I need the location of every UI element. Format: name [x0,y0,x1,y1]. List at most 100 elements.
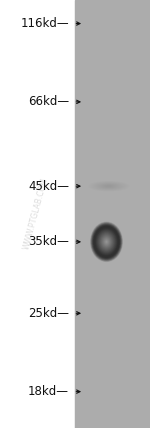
Ellipse shape [100,233,113,250]
Ellipse shape [104,185,114,187]
Ellipse shape [102,237,111,247]
Ellipse shape [106,241,107,243]
Bar [75,0,150,428]
Text: 18kd—: 18kd— [28,385,69,398]
Ellipse shape [101,235,112,248]
Ellipse shape [102,184,116,188]
Ellipse shape [97,229,116,254]
Ellipse shape [104,238,109,245]
Ellipse shape [90,222,123,262]
Ellipse shape [93,225,120,259]
Ellipse shape [101,235,112,248]
Ellipse shape [98,232,115,252]
Ellipse shape [104,238,109,245]
Ellipse shape [95,227,118,256]
Ellipse shape [99,233,114,250]
Ellipse shape [96,229,117,255]
Ellipse shape [98,184,119,189]
Ellipse shape [105,240,108,244]
Ellipse shape [99,232,114,252]
Ellipse shape [93,225,120,259]
Ellipse shape [108,186,110,187]
Ellipse shape [104,239,109,244]
Ellipse shape [103,238,110,246]
Ellipse shape [99,233,114,251]
Ellipse shape [91,222,122,262]
Ellipse shape [104,239,109,245]
Ellipse shape [102,236,111,248]
Ellipse shape [92,224,121,260]
Ellipse shape [97,183,120,189]
Ellipse shape [102,237,111,247]
Text: WWW.PTGLAB.COM: WWW.PTGLAB.COM [22,177,50,251]
Ellipse shape [92,225,121,259]
Ellipse shape [103,238,110,246]
Ellipse shape [95,228,118,256]
Ellipse shape [101,235,112,249]
Ellipse shape [103,237,110,247]
Ellipse shape [106,241,107,242]
Ellipse shape [95,228,118,256]
Ellipse shape [105,185,113,187]
Ellipse shape [93,226,120,258]
Text: 35kd—: 35kd— [28,235,69,248]
Ellipse shape [103,184,115,188]
Ellipse shape [94,227,118,256]
Ellipse shape [98,232,115,252]
Ellipse shape [94,226,119,257]
Ellipse shape [93,226,120,258]
Ellipse shape [94,227,119,257]
Ellipse shape [104,239,109,245]
Ellipse shape [107,186,111,187]
Ellipse shape [94,226,119,257]
Ellipse shape [102,236,111,247]
Ellipse shape [100,234,113,250]
Ellipse shape [96,229,117,255]
Ellipse shape [92,224,121,259]
Ellipse shape [98,231,115,253]
Ellipse shape [92,223,121,260]
Ellipse shape [106,241,107,243]
Ellipse shape [95,228,118,256]
Ellipse shape [100,234,113,250]
Ellipse shape [105,240,108,244]
Ellipse shape [96,229,117,255]
Ellipse shape [92,224,121,260]
Ellipse shape [97,230,116,253]
Text: 66kd—: 66kd— [28,95,69,108]
Bar [0,0,75,428]
Ellipse shape [97,230,116,254]
Ellipse shape [105,241,108,243]
Ellipse shape [103,238,110,246]
Ellipse shape [105,240,108,244]
Ellipse shape [100,184,117,188]
Ellipse shape [97,230,116,253]
Ellipse shape [96,229,117,255]
Ellipse shape [100,235,112,249]
Text: 25kd—: 25kd— [28,307,69,320]
Ellipse shape [94,226,119,258]
Ellipse shape [106,185,112,187]
Ellipse shape [101,235,112,249]
Ellipse shape [93,225,120,259]
Ellipse shape [96,229,117,254]
Ellipse shape [99,184,118,188]
Ellipse shape [98,231,116,253]
Ellipse shape [100,234,113,250]
Ellipse shape [91,223,122,261]
Ellipse shape [98,232,115,252]
Ellipse shape [92,223,122,260]
Ellipse shape [90,222,123,262]
Bar [75,0,150,428]
Ellipse shape [103,237,110,247]
Ellipse shape [91,223,122,261]
Ellipse shape [91,223,122,261]
Text: 45kd—: 45kd— [28,180,69,193]
Text: 116kd—: 116kd— [20,17,69,30]
Ellipse shape [102,236,111,248]
Ellipse shape [99,233,114,251]
Ellipse shape [99,232,114,251]
Ellipse shape [98,231,115,253]
Ellipse shape [105,240,108,244]
Ellipse shape [90,222,123,262]
